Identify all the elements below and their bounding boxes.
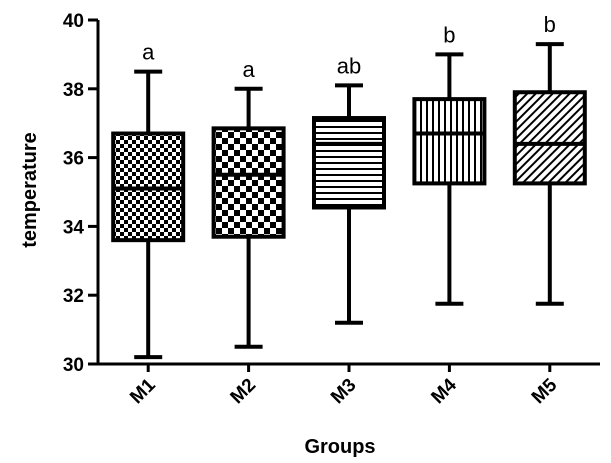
significance-label: a	[142, 40, 155, 65]
x-axis-title: Groups	[304, 436, 375, 458]
boxes-group: a a ab b b	[111, 12, 587, 360]
y-tick-label: 36	[63, 149, 84, 170]
box-m1: a	[111, 40, 186, 360]
x-tick-label: M3	[327, 375, 361, 409]
y-tick-label: 30	[63, 355, 84, 376]
significance-label: b	[544, 12, 556, 37]
y-axis-title: temperature	[19, 132, 41, 248]
x-tick-label: M1	[126, 374, 160, 408]
significance-label: b	[443, 22, 455, 47]
x-tick-label: M4	[427, 374, 461, 408]
y-tick-label: 34	[63, 217, 85, 238]
box-m5: b	[512, 12, 587, 306]
significance-label: a	[242, 57, 255, 82]
iqr-box	[412, 97, 487, 186]
significance-label: ab	[337, 53, 361, 78]
iqr-box	[512, 90, 587, 186]
y-tick-label: 32	[63, 286, 84, 307]
box-m3: ab	[312, 53, 386, 325]
x-tick-label: M2	[227, 375, 261, 409]
y-tick-label: 38	[63, 80, 84, 101]
box-m4: b	[412, 22, 487, 306]
x-tick-label: M5	[528, 374, 562, 408]
y-tick-label: 40	[63, 11, 84, 32]
iqr-box	[312, 116, 386, 210]
box-m2: a	[211, 57, 286, 349]
iqr-box	[211, 126, 286, 239]
